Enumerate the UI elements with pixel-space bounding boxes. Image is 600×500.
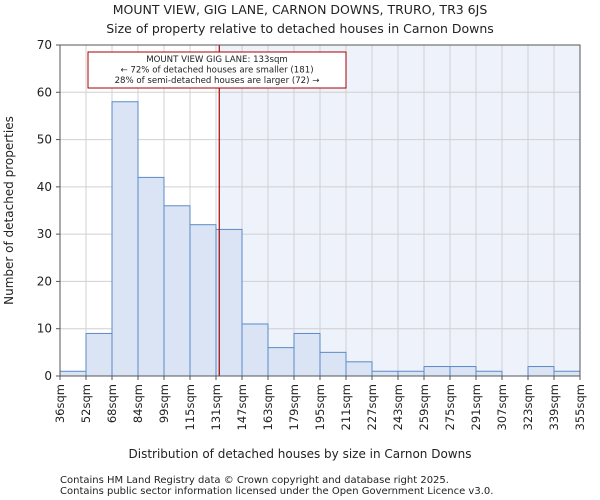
- x-tick-label: 131sqm: [209, 384, 223, 430]
- histogram-bar: [267, 347, 295, 377]
- footer-line-2: Contains public sector information licen…: [60, 486, 493, 497]
- x-tick-label: 243sqm: [391, 384, 405, 430]
- histogram-bar: [423, 366, 451, 377]
- annotation-line-smaller: ← 72% of detached houses are smaller (18…: [120, 66, 313, 76]
- histogram-bar: [137, 176, 165, 377]
- annotation-frame: [87, 51, 347, 89]
- y-tick-label: 20: [37, 274, 52, 288]
- histogram-bar: [345, 361, 373, 377]
- y-tick-label: 40: [37, 180, 52, 194]
- histogram-bar: [189, 224, 217, 377]
- x-tick-label: 147sqm: [235, 384, 249, 430]
- y-tick-label: 50: [37, 133, 52, 147]
- footer-line-1: Contains HM Land Registry data © Crown c…: [60, 475, 449, 486]
- y-tick-label: 60: [37, 85, 52, 99]
- histogram-bar: [293, 332, 321, 377]
- x-tick-label: 323sqm: [521, 384, 535, 430]
- x-axis: 36sqm 52sqm 68sqm 84sqm 99sqm 115sqm 131sqm 147…: [53, 376, 587, 430]
- annotation-box: MOUNT VIEW GIG LANE: 133sqm ← 72% of det…: [87, 51, 347, 89]
- histogram-bar: [59, 370, 87, 377]
- x-tick-label: 211sqm: [339, 384, 353, 430]
- histogram-bar: [163, 205, 191, 377]
- chart-subtitle: Size of property relative to detached ho…: [106, 21, 494, 36]
- x-tick-label: 36sqm: [53, 384, 67, 423]
- y-tick-label: 30: [37, 227, 52, 241]
- histogram-bar: [241, 323, 269, 377]
- histogram-bar: [449, 366, 477, 377]
- x-tick-label: 195sqm: [313, 384, 327, 430]
- x-tick-label: 307sqm: [495, 384, 509, 430]
- x-tick-label: 68sqm: [105, 384, 119, 423]
- histogram-bar: [397, 370, 425, 377]
- x-tick-label: 163sqm: [261, 384, 275, 430]
- histogram-bar: [371, 370, 399, 377]
- x-tick-label: 291sqm: [469, 384, 483, 430]
- histogram-bar: [111, 101, 139, 377]
- x-tick-label: 115sqm: [183, 384, 197, 430]
- x-tick-label: 339sqm: [547, 384, 561, 430]
- histogram-bar: [527, 366, 555, 377]
- x-axis-label: Distribution of detached houses by size …: [129, 447, 472, 461]
- histogram-bar: [553, 370, 581, 377]
- x-tick-label: 52sqm: [79, 384, 93, 423]
- histogram-bar: [319, 351, 347, 377]
- x-tick-label: 275sqm: [443, 384, 457, 430]
- annotation-line-larger: 28% of semi-detached houses are larger (…: [115, 76, 320, 86]
- annotation-line-property: MOUNT VIEW GIG LANE: 133sqm: [146, 55, 288, 65]
- histogram-bar: [215, 228, 243, 377]
- bars: [59, 101, 581, 377]
- x-tick-label: 355sqm: [573, 384, 587, 430]
- y-axis: 0 10 20 30 40 50 60 70: [37, 38, 60, 383]
- histogram-bar: [85, 332, 113, 377]
- chart-title: MOUNT VIEW, GIG LANE, CARNON DOWNS, TRUR…: [113, 2, 488, 17]
- y-axis-label: Number of detached properties: [2, 116, 16, 305]
- plot-area: MOUNT VIEW GIG LANE: 133sqm ← 72% of det…: [59, 44, 581, 377]
- y-tick-label: 0: [44, 369, 52, 383]
- y-tick-label: 70: [37, 38, 52, 52]
- x-tick-label: 84sqm: [131, 384, 145, 423]
- x-tick-label: 227sqm: [365, 384, 379, 430]
- y-tick-label: 10: [37, 322, 52, 336]
- x-tick-label: 99sqm: [157, 384, 171, 423]
- histogram-bar: [475, 370, 503, 377]
- x-tick-label: 179sqm: [287, 384, 301, 430]
- shaded-region-above-marker: [219, 45, 580, 376]
- x-tick-label: 259sqm: [417, 384, 431, 430]
